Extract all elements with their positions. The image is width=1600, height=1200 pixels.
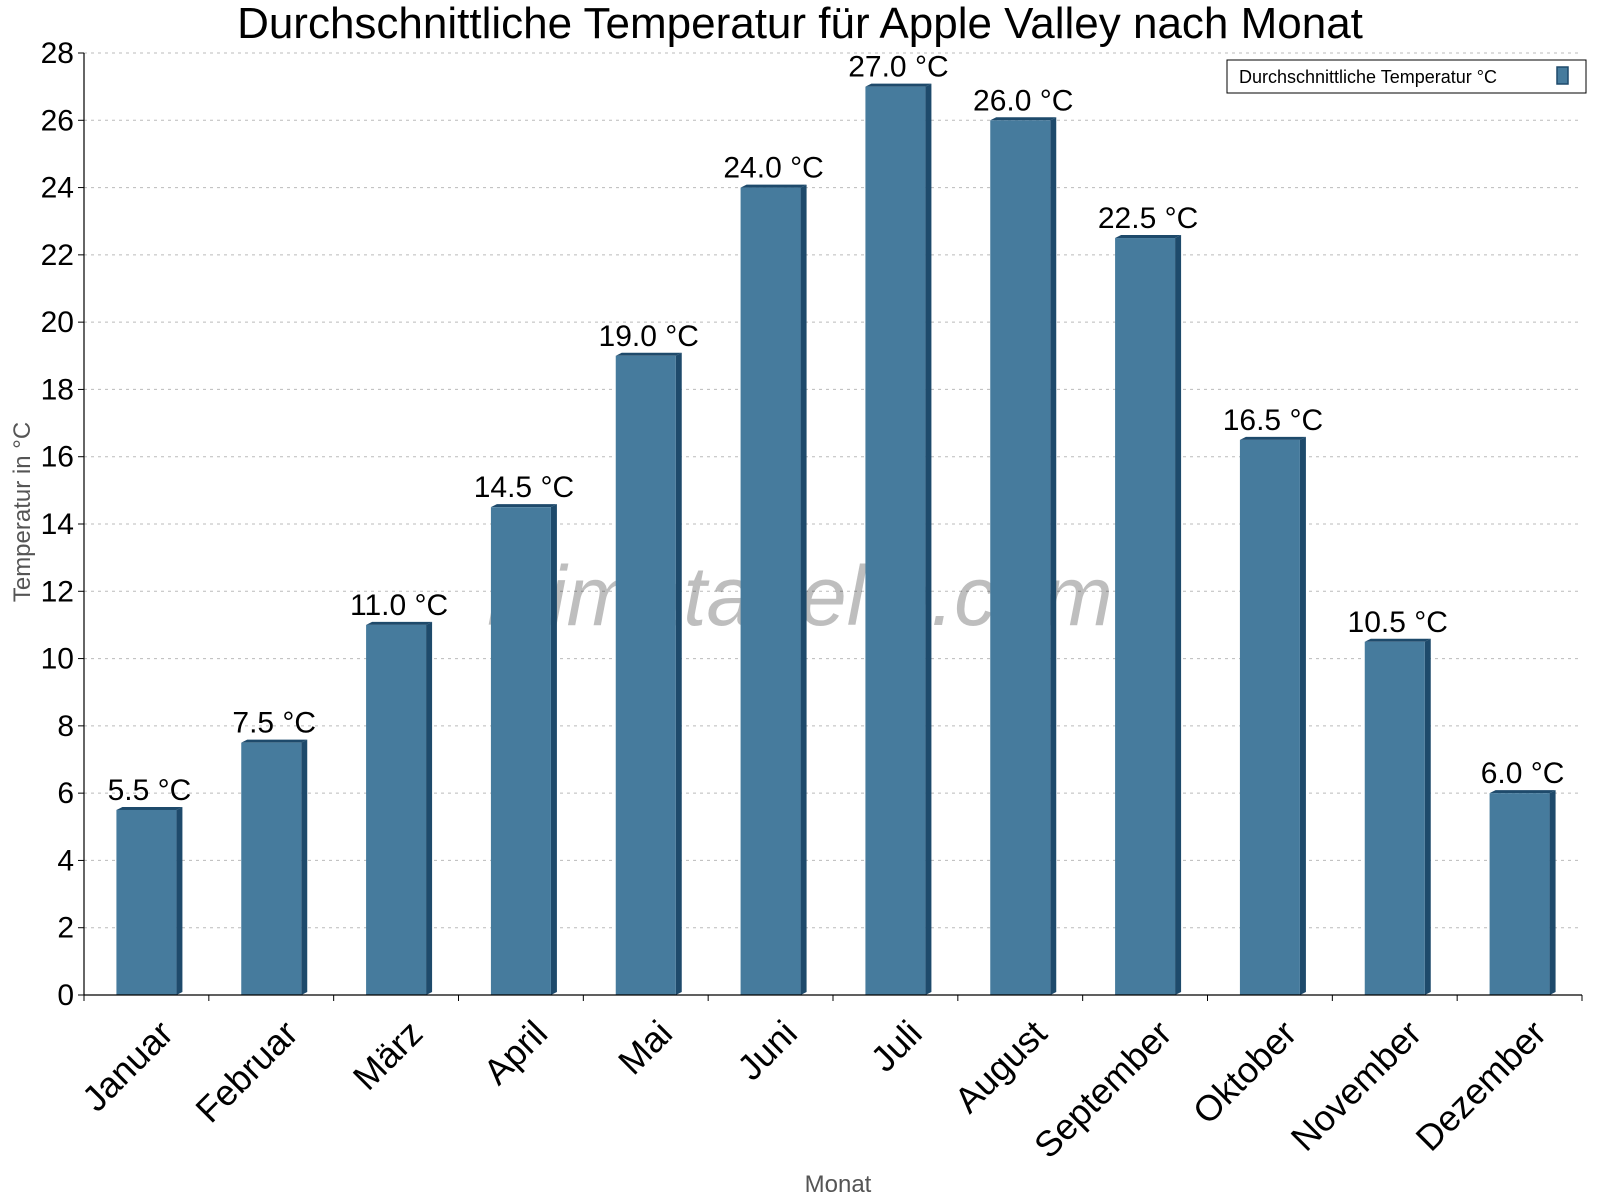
- bars: [116, 83, 1556, 996]
- bar-front: [490, 507, 551, 995]
- y-tick-label: 24: [41, 172, 74, 205]
- bar-side: [426, 621, 433, 995]
- y-tick-label: 2: [57, 912, 74, 945]
- bar-2: [241, 739, 308, 995]
- value-label: 27.0 °C: [848, 51, 948, 84]
- y-tick-label: 10: [41, 643, 74, 676]
- bar-11: [1364, 638, 1431, 995]
- bar-10: [1239, 436, 1306, 996]
- bar-top: [740, 184, 807, 188]
- y-tick-label: 14: [41, 508, 74, 541]
- value-label: 5.5 °C: [108, 774, 192, 807]
- bar-side: [176, 806, 183, 995]
- y-tick-label: 0: [57, 979, 74, 1012]
- y-tick-label: 18: [41, 373, 74, 406]
- y-tick-label: 22: [41, 239, 74, 272]
- bar-front: [865, 86, 926, 995]
- y-tick-label: 4: [57, 844, 74, 877]
- value-label: 14.5 °C: [474, 471, 574, 504]
- legend-entry: Durchschnittliche Temperatur °C: [1239, 67, 1497, 87]
- x-tick-label: Dezember: [1407, 1012, 1553, 1158]
- x-tick-label: Juni: [729, 1012, 805, 1088]
- x-tick-label: Februar: [187, 1012, 305, 1130]
- gridlines: [84, 52, 1582, 929]
- value-label: 10.5 °C: [1348, 606, 1448, 639]
- bar-side: [1424, 638, 1431, 995]
- chart-title: Durchschnittliche Temperatur für Apple V…: [237, 0, 1363, 48]
- bar-side: [800, 184, 807, 996]
- legend: Durchschnittliche Temperatur °C: [1226, 59, 1587, 94]
- bar-9: [1115, 235, 1182, 996]
- bar-top: [366, 621, 433, 625]
- y-tick-label: 6: [57, 777, 74, 810]
- bar-side: [550, 504, 557, 995]
- x-tick-label: August: [946, 1012, 1054, 1120]
- bar-side: [1050, 117, 1057, 996]
- y-tick-label: 20: [41, 306, 74, 339]
- bar-top: [1115, 235, 1182, 239]
- bar-front: [366, 624, 427, 995]
- x-tick-label: Juli: [863, 1012, 930, 1079]
- legend-box: [1226, 59, 1587, 94]
- value-label: 22.5 °C: [1098, 202, 1198, 235]
- bar-5: [615, 352, 682, 995]
- bar-12: [1489, 790, 1556, 995]
- y-tick-label: 16: [41, 441, 74, 474]
- x-tick-label: April: [475, 1012, 555, 1092]
- bar-side: [1299, 436, 1306, 996]
- bar-top: [865, 83, 932, 87]
- axes: [78, 52, 1583, 1001]
- y-tick-label: 28: [41, 37, 74, 70]
- bar-front: [1364, 641, 1425, 995]
- x-tick-label: Oktober: [1185, 1012, 1305, 1132]
- value-label: 7.5 °C: [232, 707, 316, 740]
- value-label: 19.0 °C: [599, 320, 699, 353]
- bar-top: [1364, 638, 1431, 642]
- legend-swatch: [1556, 66, 1569, 85]
- x-tick-label: September: [1026, 1012, 1180, 1166]
- value-label: 16.5 °C: [1223, 404, 1323, 437]
- bar-6: [740, 184, 807, 996]
- y-tick-label: 26: [41, 104, 74, 137]
- bar-4: [490, 504, 557, 995]
- bar-3: [366, 621, 433, 995]
- bar-front: [241, 742, 302, 995]
- bar-front: [1115, 238, 1176, 996]
- bar-1: [116, 806, 183, 995]
- y-tick-label: 8: [57, 710, 74, 743]
- value-label: 6.0 °C: [1481, 757, 1565, 790]
- bar-front: [740, 187, 801, 996]
- bar-top: [990, 117, 1057, 121]
- x-tick-label: Mai: [610, 1012, 680, 1082]
- bar-side: [1549, 790, 1556, 995]
- bar-side: [675, 352, 682, 995]
- bar-top: [1239, 436, 1306, 440]
- bar-top: [1489, 790, 1556, 794]
- bar-front: [116, 809, 177, 995]
- bar-side: [925, 83, 932, 995]
- bar-side: [1175, 235, 1182, 996]
- bar-top: [615, 352, 682, 356]
- x-tick-label: November: [1283, 1012, 1429, 1158]
- bar-front: [1489, 793, 1550, 995]
- y-axis-title: Temperatur in °C: [9, 422, 36, 602]
- bar-8: [990, 117, 1057, 996]
- bar-front: [615, 355, 676, 995]
- bar-top: [116, 806, 183, 810]
- bar-front: [990, 120, 1051, 996]
- value-label: 26.0 °C: [973, 84, 1073, 117]
- bar-top: [241, 739, 308, 743]
- bar-top: [490, 504, 557, 508]
- value-label: 24.0 °C: [723, 152, 823, 185]
- bar-front: [1239, 439, 1300, 996]
- x-tick-label: März: [345, 1012, 431, 1098]
- x-tick-label: Januar: [74, 1012, 181, 1119]
- value-label: 11.0 °C: [350, 589, 448, 622]
- bar-7: [865, 83, 932, 995]
- y-tick-label: 12: [41, 575, 74, 608]
- bar-side: [301, 739, 308, 995]
- x-axis-title: Monat: [805, 1171, 872, 1198]
